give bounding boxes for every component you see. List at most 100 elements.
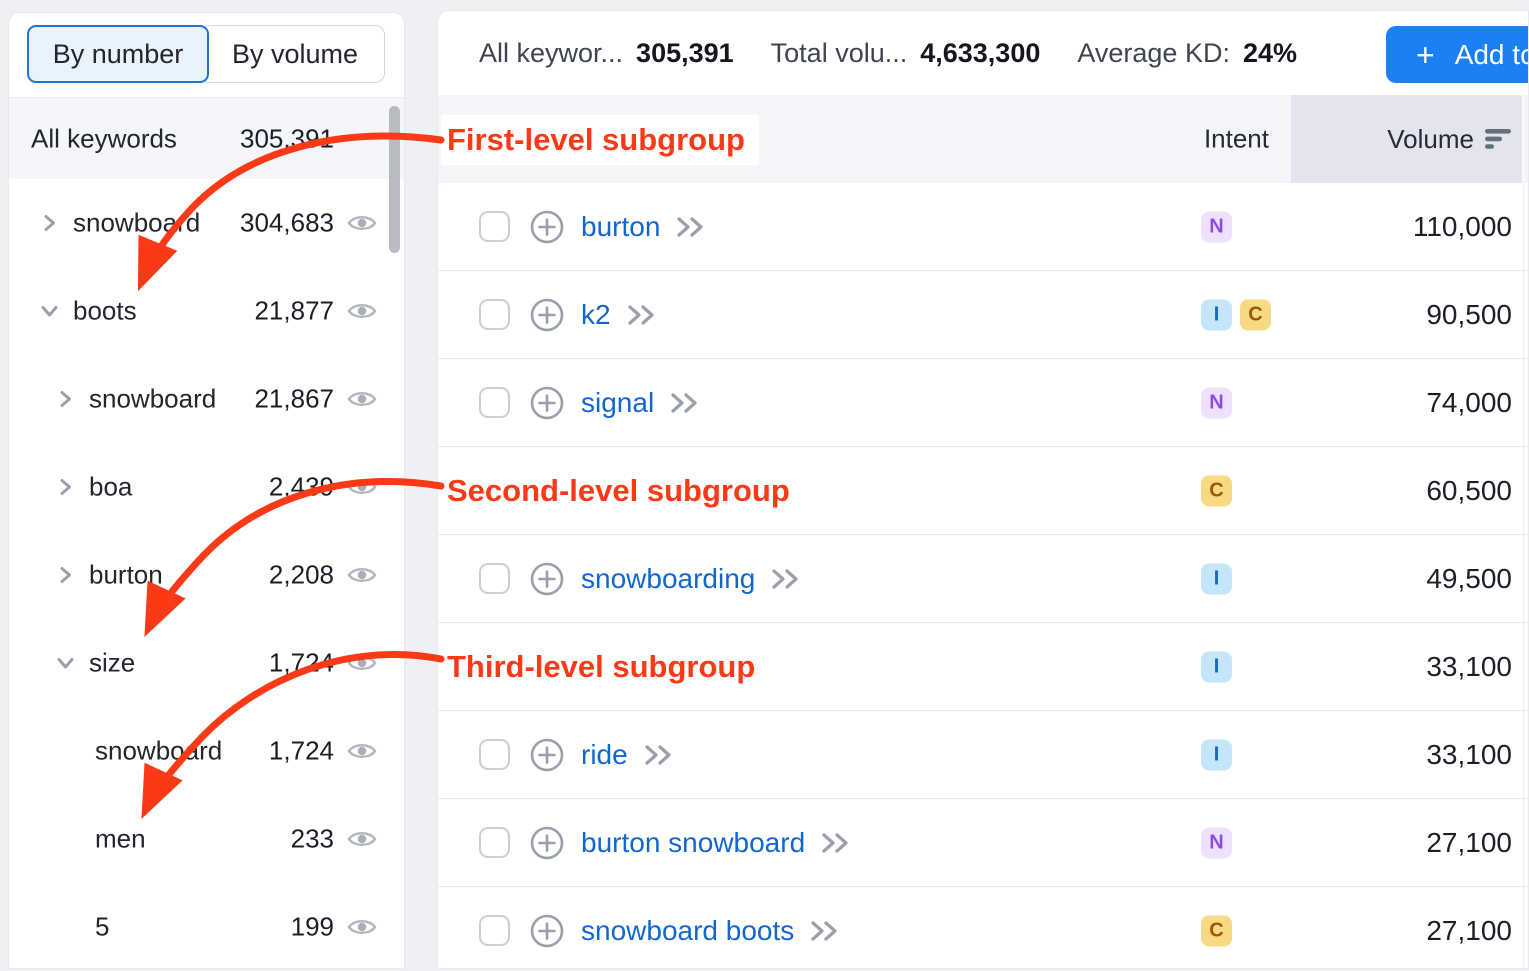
chevron-right-icon[interactable] bbox=[55, 477, 76, 498]
double-chevron-right-icon[interactable] bbox=[821, 832, 851, 854]
sidebar-group-row[interactable]: snowboard 304,683 bbox=[9, 179, 404, 267]
eye-icon[interactable] bbox=[347, 300, 377, 322]
intent-badge-n: N bbox=[1201, 827, 1232, 858]
row-left: k2 bbox=[479, 271, 657, 358]
double-chevron-right-icon[interactable] bbox=[627, 304, 657, 326]
row-checkbox[interactable] bbox=[479, 211, 510, 242]
keyword-link[interactable]: signal bbox=[581, 386, 655, 418]
group-count: 233 bbox=[290, 823, 334, 854]
intent-badges: N bbox=[1201, 211, 1232, 242]
keyword-link[interactable]: snowboarding bbox=[581, 562, 756, 594]
eye-icon[interactable] bbox=[347, 652, 377, 674]
table-row: snowboarding I 49,500 bbox=[438, 535, 1528, 623]
intent-column-header[interactable]: Intent bbox=[1203, 123, 1269, 154]
plus-circle-icon[interactable] bbox=[530, 738, 564, 772]
eye-icon[interactable] bbox=[347, 564, 377, 586]
sidebar-group-row[interactable]: snowboard 1,724 bbox=[9, 707, 404, 795]
row-checkbox[interactable] bbox=[479, 387, 510, 418]
plus-circle-icon[interactable] bbox=[530, 914, 564, 948]
chevron-right-icon[interactable] bbox=[39, 213, 60, 234]
group-count: 1,724 bbox=[268, 647, 334, 678]
intent-badges: I bbox=[1201, 563, 1232, 594]
volume-value: 33,100 bbox=[1426, 738, 1512, 770]
all-keywords-count: 305,391 bbox=[240, 123, 334, 153]
sidebar-group-row[interactable]: snowboard 21,867 bbox=[9, 355, 404, 443]
row-checkbox[interactable] bbox=[479, 739, 510, 770]
plus-circle-icon[interactable] bbox=[530, 386, 564, 420]
chevron-down-icon[interactable] bbox=[55, 653, 76, 674]
double-chevron-right-icon[interactable] bbox=[644, 744, 674, 766]
double-chevron-right-icon[interactable] bbox=[810, 920, 840, 942]
eye-icon[interactable] bbox=[347, 740, 377, 762]
double-chevron-right-icon[interactable] bbox=[771, 568, 801, 590]
table-row: snowboard boots C 27,100 bbox=[438, 887, 1528, 968]
eye-icon[interactable] bbox=[347, 212, 377, 234]
row-checkbox[interactable] bbox=[479, 563, 510, 594]
stat-total-volume: Total volu... 4,633,300 bbox=[771, 38, 1041, 69]
chevron-right-icon[interactable] bbox=[55, 389, 76, 410]
intent-badge-c: C bbox=[1201, 475, 1232, 506]
plus-circle-icon[interactable] bbox=[530, 298, 564, 332]
group-label: boots bbox=[73, 295, 137, 326]
group-label: size bbox=[89, 647, 136, 678]
keyword-link[interactable]: snowboard boots bbox=[581, 914, 795, 946]
stat-label: All keywor... bbox=[479, 37, 624, 68]
stat-all-keywords: All keywor... 305,391 bbox=[479, 38, 734, 69]
group-count: 2,208 bbox=[268, 559, 334, 590]
group-count: 199 bbox=[290, 911, 334, 942]
group-label: snowboard bbox=[95, 735, 223, 766]
plus-circle-icon[interactable] bbox=[530, 826, 564, 860]
intent-badge-i: I bbox=[1201, 563, 1232, 594]
double-chevron-right-icon[interactable] bbox=[676, 216, 706, 238]
column-divider bbox=[1523, 183, 1524, 968]
all-keywords-row[interactable]: All keywords 305,391 bbox=[9, 98, 404, 179]
row-checkbox[interactable] bbox=[479, 827, 510, 858]
toggle-by-number[interactable]: By number bbox=[27, 25, 209, 83]
volume-header-label: Volume bbox=[1387, 123, 1474, 154]
keyword-link[interactable]: k2 bbox=[581, 298, 611, 330]
group-label: boa bbox=[89, 471, 133, 502]
intent-badge-i: I bbox=[1201, 299, 1232, 330]
sidebar-group-row[interactable]: boots 21,877 bbox=[9, 267, 404, 355]
keyword-link[interactable]: burton bbox=[581, 210, 661, 242]
sidebar-group-row[interactable]: burton 2,208 bbox=[9, 531, 404, 619]
sidebar-group-row[interactable]: boa 2,439 bbox=[9, 443, 404, 531]
row-left: signal bbox=[479, 359, 700, 446]
eye-icon[interactable] bbox=[347, 828, 377, 850]
stat-average-kd: Average KD: 24% bbox=[1077, 38, 1297, 69]
toggle-by-volume[interactable]: By volume bbox=[205, 25, 385, 83]
eye-icon[interactable] bbox=[347, 388, 377, 410]
eye-icon[interactable] bbox=[347, 476, 377, 498]
chevron-down-icon[interactable] bbox=[39, 301, 60, 322]
divider bbox=[9, 97, 404, 98]
add-to-button-label: Add to bbox=[1454, 38, 1529, 70]
plus-icon: + bbox=[1416, 36, 1435, 73]
sort-toggle: By number By volume bbox=[27, 25, 385, 83]
chevron-right-icon[interactable] bbox=[55, 565, 76, 586]
intent-badge-n: N bbox=[1201, 211, 1232, 242]
eye-icon[interactable] bbox=[347, 916, 377, 938]
sidebar-group-row[interactable]: size 1,724 bbox=[9, 619, 404, 707]
table-row: ride I 33,100 bbox=[438, 711, 1528, 799]
plus-circle-icon[interactable] bbox=[530, 562, 564, 596]
intent-badge-i: I bbox=[1201, 739, 1232, 770]
scrollbar-thumb[interactable] bbox=[389, 106, 400, 253]
volume-value: 90,500 bbox=[1426, 298, 1512, 330]
add-to-button[interactable]: + Add to bbox=[1386, 26, 1529, 83]
group-count: 21,867 bbox=[254, 383, 334, 414]
row-checkbox[interactable] bbox=[479, 299, 510, 330]
table-row: signal N 74,000 bbox=[438, 359, 1528, 447]
volume-column-header[interactable]: Volume bbox=[1291, 95, 1523, 183]
table-row: burton snowboard N 27,100 bbox=[438, 799, 1528, 887]
plus-circle-icon[interactable] bbox=[530, 210, 564, 244]
sidebar-group-row[interactable]: men 233 bbox=[9, 795, 404, 883]
sidebar-group-row[interactable]: 5 199 bbox=[9, 883, 404, 971]
sort-descending-icon bbox=[1485, 129, 1511, 149]
row-checkbox[interactable] bbox=[479, 915, 510, 946]
keyword-link[interactable]: burton snowboard bbox=[581, 826, 806, 858]
stat-label: Average KD: bbox=[1077, 37, 1230, 68]
double-chevron-right-icon[interactable] bbox=[670, 392, 700, 414]
intent-badge-n: N bbox=[1201, 387, 1232, 418]
keyword-link[interactable]: ride bbox=[581, 738, 628, 770]
